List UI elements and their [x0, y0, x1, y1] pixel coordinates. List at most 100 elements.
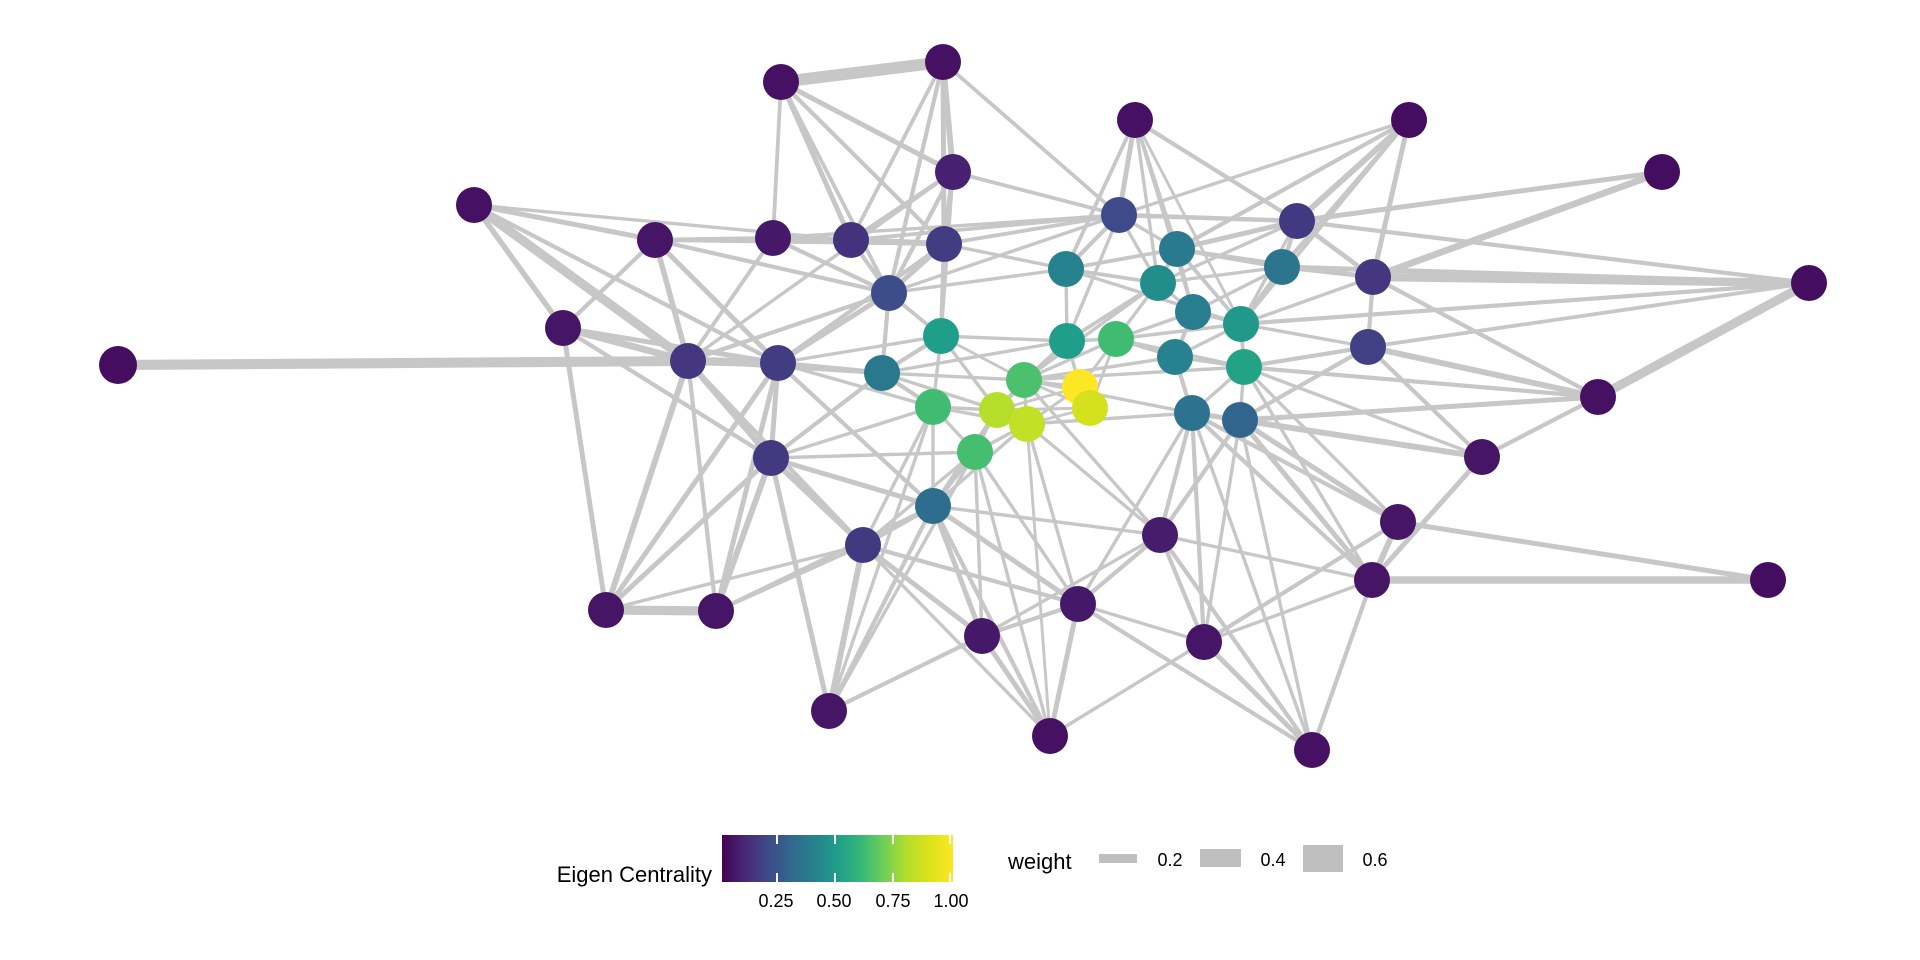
graph-edge [1238, 417, 1400, 525]
graph-edge [471, 203, 566, 330]
graph-node [1157, 339, 1193, 375]
graph-edge [973, 451, 1080, 605]
weight-label: 0.6 [1362, 850, 1388, 870]
graph-edge [861, 406, 935, 546]
graph-node [670, 343, 706, 379]
graph-edge [652, 239, 691, 362]
graph-edge [941, 60, 1121, 217]
graph-edge [1175, 118, 1411, 251]
graph-edge [1157, 219, 1298, 285]
graph-edge [888, 267, 1067, 295]
graph-node [1117, 102, 1153, 138]
graph-edge [561, 238, 657, 330]
graph-edge [768, 457, 832, 712]
graph-edge [1481, 395, 1599, 459]
graph-edge [1157, 265, 1283, 285]
graph-edge [1240, 280, 1810, 327]
graph-edge [560, 327, 609, 611]
graph-edge [605, 605, 717, 616]
graph-edge [769, 371, 884, 460]
graph-edge [1190, 411, 1374, 582]
graph-edge [850, 213, 1120, 242]
gradient-tick [776, 873, 778, 882]
graph-node [760, 345, 796, 381]
graph-edge [605, 543, 864, 612]
weight-swatch-large [1303, 845, 1343, 872]
graph-edge [827, 451, 977, 712]
gradient-tick [949, 835, 951, 844]
graph-node [1175, 294, 1211, 330]
graph-edge [1023, 355, 1176, 382]
graph-edge [687, 170, 954, 363]
graph-node [1279, 203, 1315, 239]
graph-edge [1202, 520, 1400, 644]
graph-edge [603, 361, 781, 612]
weight-label: 0.4 [1260, 850, 1286, 870]
graph-edge [1064, 119, 1137, 270]
graph-node [964, 618, 1000, 654]
graph-node [637, 222, 673, 258]
graph-edge [1065, 247, 1178, 271]
graph-node [1098, 321, 1134, 357]
graph-edge [1310, 579, 1374, 751]
graph-edge [1158, 533, 1314, 752]
graph-node [588, 592, 624, 628]
graph-edge [1239, 118, 1411, 326]
graph-edge [777, 334, 942, 365]
graph-edge [1022, 378, 1162, 537]
graph-node [1048, 251, 1084, 287]
graph-node [1750, 562, 1786, 598]
graph-node [753, 440, 789, 476]
graph-edge [1133, 119, 1243, 325]
graph-node [1049, 323, 1085, 359]
graph-edge [886, 61, 946, 294]
graph-edge [932, 504, 1161, 537]
graph-edge [1202, 419, 1242, 643]
gradient-tick [892, 873, 894, 882]
graph-edge [1296, 218, 1810, 286]
graph-edge [1243, 344, 1369, 370]
graph-edge [1243, 365, 1483, 459]
graph-edge [1239, 394, 1599, 423]
graph-edge [1176, 218, 1298, 252]
graph-node [1072, 390, 1108, 426]
graph-edge [776, 242, 946, 365]
graph-edge [686, 236, 775, 363]
color-tick-label: 0.50 [816, 891, 852, 911]
graph-node [99, 346, 137, 384]
graph-edge [770, 450, 976, 460]
graph-node [979, 392, 1015, 428]
graph-node [915, 389, 951, 425]
graph-edge [777, 361, 934, 409]
graph-node [926, 226, 962, 262]
graph-edge [654, 235, 774, 243]
graph-edge [779, 79, 955, 175]
graph-node [915, 488, 951, 524]
graph-edge [940, 61, 956, 173]
graph-node [1226, 349, 1262, 385]
graph-edge [881, 371, 1025, 382]
graph-edge [1025, 422, 1162, 537]
graph-node [1174, 395, 1210, 431]
graph-edge [1118, 212, 1298, 224]
graph-edge [1367, 281, 1810, 349]
graph-edge [117, 355, 689, 371]
graph-edge [604, 456, 773, 612]
graph-edge [1240, 275, 1374, 326]
graph-edge [1243, 364, 1599, 400]
gradient-tick [949, 873, 951, 882]
graph-edge [1238, 418, 1374, 582]
graph-node [923, 318, 959, 354]
graph-edge [940, 334, 1068, 343]
nodes-layer [99, 44, 1827, 768]
graph-node [1060, 586, 1096, 622]
graph-edge [931, 503, 1080, 607]
graph-edge [713, 362, 781, 612]
gradient-tick [834, 873, 836, 882]
graph-node [1009, 406, 1045, 442]
graph-edge [562, 325, 779, 366]
graph-edge [1238, 419, 1314, 751]
graph-edge [1023, 378, 1193, 415]
gradient-tick [776, 835, 778, 844]
graph-edge [849, 61, 945, 241]
